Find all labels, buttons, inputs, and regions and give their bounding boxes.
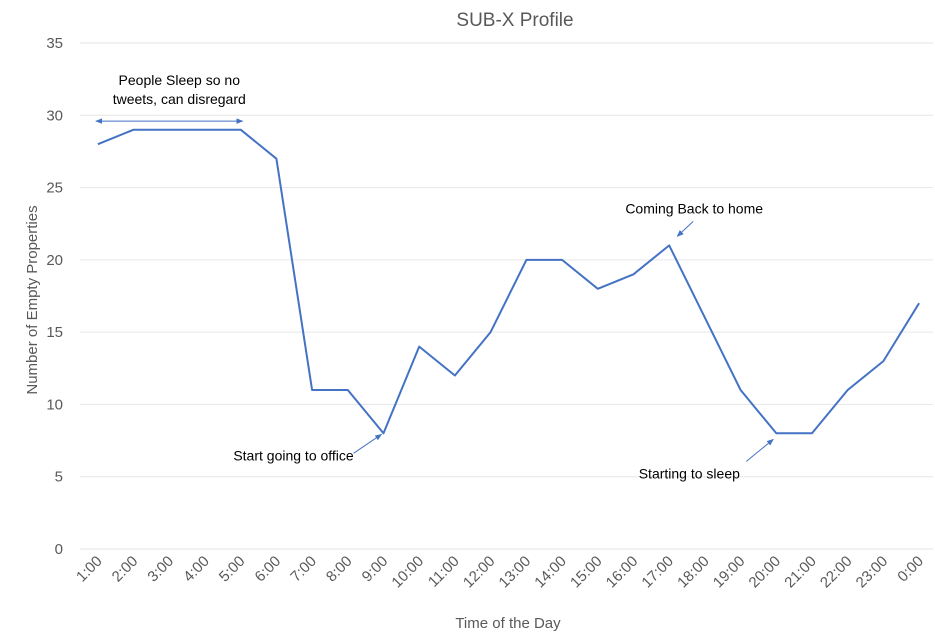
annotation-office-label: Start going to office bbox=[233, 447, 354, 463]
x-tick-label: 4:00 bbox=[180, 553, 213, 586]
y-tick-label: 5 bbox=[55, 469, 63, 486]
y-axis-title: Number of Empty Properties bbox=[24, 205, 41, 394]
series-line bbox=[97, 128, 920, 435]
x-tick-label: 13:00 bbox=[496, 553, 535, 592]
y-tick-label: 15 bbox=[46, 324, 63, 341]
x-tick-label: 10:00 bbox=[388, 553, 427, 592]
gridlines bbox=[80, 42, 933, 550]
x-tick-label: 23:00 bbox=[853, 553, 892, 592]
x-tick-label: 2:00 bbox=[109, 553, 142, 586]
x-tick-label: 20:00 bbox=[746, 553, 785, 592]
annotations: People Sleep so no tweets, can disregard S… bbox=[95, 72, 774, 481]
y-tick-label: 25 bbox=[46, 180, 63, 197]
x-tick-label: 16:00 bbox=[603, 553, 642, 592]
x-tick-label: 8:00 bbox=[323, 553, 356, 586]
x-tick-label: 7:00 bbox=[287, 553, 320, 586]
x-tick-label: 17:00 bbox=[638, 553, 677, 592]
x-tick-label: 0:00 bbox=[894, 553, 927, 586]
x-tick-label: 19:00 bbox=[710, 553, 749, 592]
office-pointer-arrow bbox=[353, 433, 383, 454]
annotation-home-label: Coming Back to home bbox=[625, 200, 763, 216]
x-tick-label: 21:00 bbox=[781, 553, 820, 592]
x-tick-label: 6:00 bbox=[252, 553, 285, 586]
x-tick-label: 18:00 bbox=[674, 553, 713, 592]
x-tick-label: 14:00 bbox=[531, 553, 570, 592]
y-tick-label: 20 bbox=[46, 252, 63, 269]
x-tick-label: 11:00 bbox=[425, 553, 463, 591]
x-axis-ticks: 1:00 2:00 3:00 4:00 5:00 6:00 7:00 8:00 9:0010:0… bbox=[73, 553, 927, 592]
home-pointer-arrow bbox=[676, 221, 694, 237]
chart-title: SUB-X Profile bbox=[456, 10, 573, 31]
x-tick-label: 3:00 bbox=[144, 553, 177, 586]
x-tick-label: 9:00 bbox=[359, 553, 392, 586]
annotation-starting-sleep-label: Starting to sleep bbox=[639, 465, 740, 481]
x-tick-label: 5:00 bbox=[216, 553, 249, 586]
annotation-sleep-label: People Sleep so no tweets, can disregard bbox=[113, 72, 246, 107]
y-tick-label: 35 bbox=[46, 35, 63, 52]
y-tick-label: 0 bbox=[55, 541, 63, 558]
x-tick-label: 12:00 bbox=[460, 553, 499, 592]
y-tick-label: 10 bbox=[46, 396, 63, 413]
y-tick-label: 30 bbox=[46, 107, 63, 124]
y-axis-ticks: 0 5 10 15 20 25 30 35 bbox=[46, 35, 63, 558]
x-tick-label: 1:00 bbox=[73, 553, 106, 586]
sleep-pointer-arrow bbox=[745, 438, 774, 462]
x-tick-label: 22:00 bbox=[817, 553, 856, 592]
x-axis-title: Time of the Day bbox=[455, 615, 561, 632]
series-layer bbox=[97, 128, 920, 435]
x-tick-label: 15:00 bbox=[567, 553, 606, 592]
